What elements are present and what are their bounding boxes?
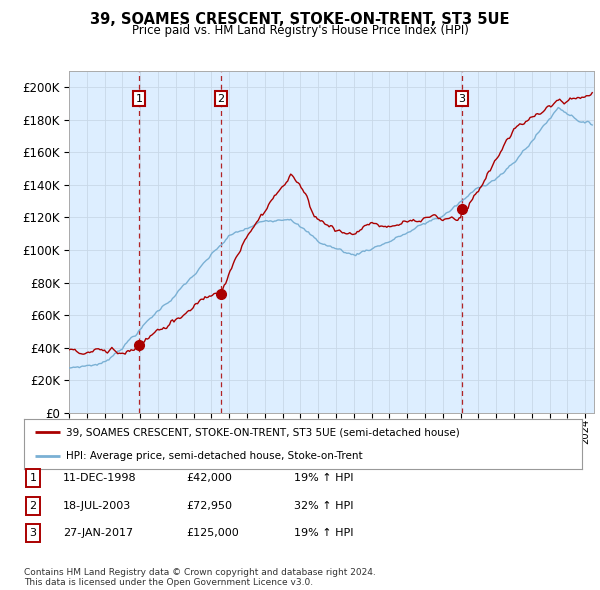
- Text: 2: 2: [217, 93, 224, 103]
- Text: 19% ↑ HPI: 19% ↑ HPI: [294, 473, 353, 483]
- Text: 27-JAN-2017: 27-JAN-2017: [63, 529, 133, 538]
- Text: 1: 1: [29, 473, 37, 483]
- Text: 19% ↑ HPI: 19% ↑ HPI: [294, 529, 353, 538]
- Text: £125,000: £125,000: [186, 529, 239, 538]
- Text: 11-DEC-1998: 11-DEC-1998: [63, 473, 137, 483]
- Text: £42,000: £42,000: [186, 473, 232, 483]
- Text: HPI: Average price, semi-detached house, Stoke-on-Trent: HPI: Average price, semi-detached house,…: [66, 451, 362, 461]
- Text: 2: 2: [29, 501, 37, 510]
- Text: 1: 1: [136, 93, 143, 103]
- Text: 39, SOAMES CRESCENT, STOKE-ON-TRENT, ST3 5UE (semi-detached house): 39, SOAMES CRESCENT, STOKE-ON-TRENT, ST3…: [66, 427, 460, 437]
- Text: 3: 3: [29, 529, 37, 538]
- Text: 39, SOAMES CRESCENT, STOKE-ON-TRENT, ST3 5UE: 39, SOAMES CRESCENT, STOKE-ON-TRENT, ST3…: [90, 12, 510, 27]
- Text: Price paid vs. HM Land Registry's House Price Index (HPI): Price paid vs. HM Land Registry's House …: [131, 24, 469, 37]
- Text: Contains HM Land Registry data © Crown copyright and database right 2024.
This d: Contains HM Land Registry data © Crown c…: [24, 568, 376, 587]
- Text: £72,950: £72,950: [186, 501, 232, 510]
- Text: 32% ↑ HPI: 32% ↑ HPI: [294, 501, 353, 510]
- Text: 18-JUL-2003: 18-JUL-2003: [63, 501, 131, 510]
- Text: 3: 3: [458, 93, 466, 103]
